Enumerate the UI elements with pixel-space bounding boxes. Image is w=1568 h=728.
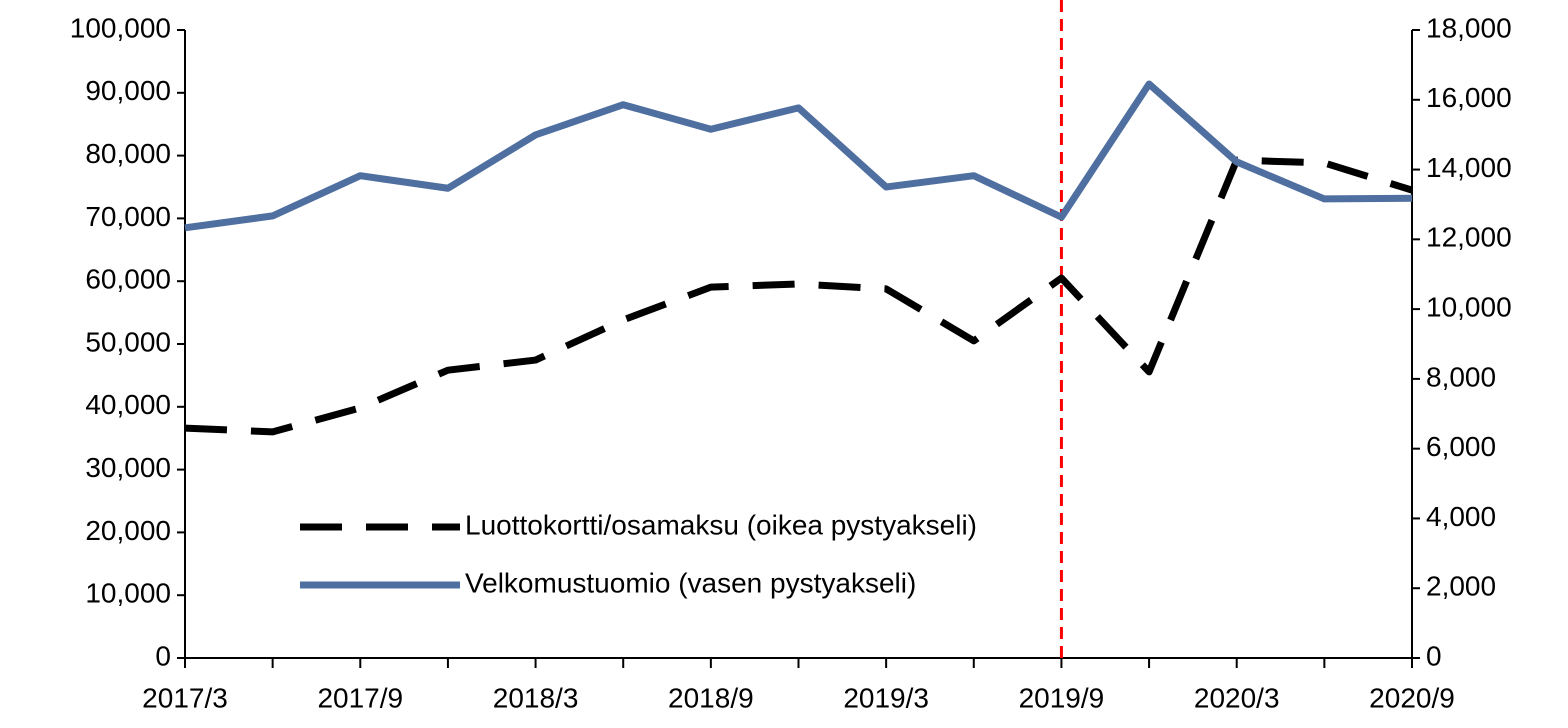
y2-tick-label: 8,000 — [1426, 361, 1496, 392]
y-tick-label: 30,000 — [85, 452, 171, 483]
x-tick-label: 2019/3 — [843, 682, 929, 713]
y-tick-label: 100,000 — [70, 12, 171, 43]
y-tick-label: 20,000 — [85, 515, 171, 546]
y2-tick-label: 4,000 — [1426, 501, 1496, 532]
y2-tick-label: 0 — [1426, 640, 1442, 671]
legend-label: Luottokortti/osamaksu (oikea pystyakseli… — [465, 509, 977, 540]
y-tick-label: 70,000 — [85, 201, 171, 232]
x-tick-label: 2017/3 — [142, 682, 228, 713]
y-tick-label: 80,000 — [85, 138, 171, 169]
y-tick-label: 10,000 — [85, 578, 171, 609]
y2-tick-label: 10,000 — [1426, 292, 1512, 323]
series-line — [184, 156, 1414, 436]
x-tick-label: 2018/9 — [668, 682, 754, 713]
y2-tick-label: 2,000 — [1426, 571, 1496, 602]
series-line — [184, 80, 1413, 232]
x-tick-label: 2017/9 — [317, 682, 403, 713]
y-tick-label: 40,000 — [85, 389, 171, 420]
x-tick-label: 2020/9 — [1369, 682, 1455, 713]
x-tick-label: 2018/3 — [493, 682, 579, 713]
y2-tick-label: 12,000 — [1426, 222, 1512, 253]
y2-tick-label: 14,000 — [1426, 152, 1512, 183]
y-tick-label: 60,000 — [85, 264, 171, 295]
y2-tick-label: 6,000 — [1426, 431, 1496, 462]
y2-tick-label: 18,000 — [1426, 12, 1512, 43]
y-tick-label: 50,000 — [85, 326, 171, 357]
x-tick-label: 2019/9 — [1019, 682, 1105, 713]
y-tick-label: 0 — [155, 640, 171, 671]
legend-label: Velkomustuomio (vasen pystyakseli) — [465, 567, 916, 598]
y-tick-label: 90,000 — [85, 75, 171, 106]
y2-tick-label: 16,000 — [1426, 82, 1512, 113]
x-tick-label: 2020/3 — [1194, 682, 1280, 713]
